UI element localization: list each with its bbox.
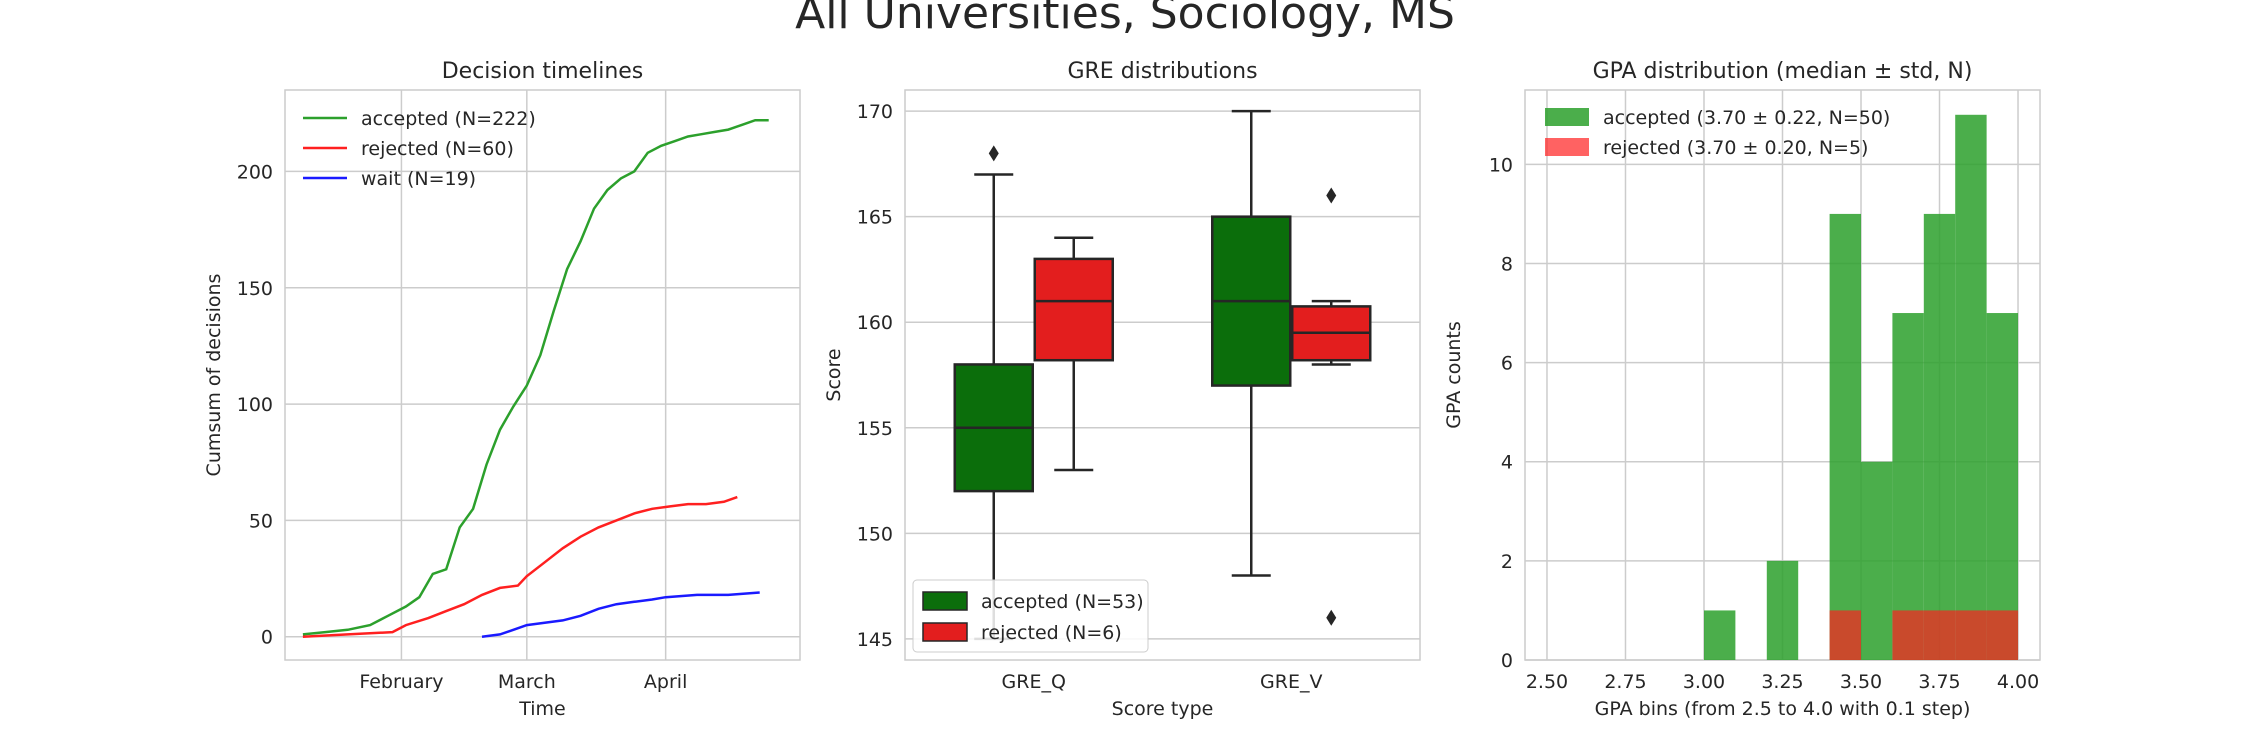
x-axis-label: Score type <box>1112 698 1214 720</box>
y-tick-label: 165 <box>857 207 893 229</box>
chart-title: Decision timelines <box>442 59 644 84</box>
x-tick-label: 3.75 <box>1918 671 1960 693</box>
chart-title: GRE distributions <box>1067 59 1257 84</box>
histogram-bar <box>1923 610 1956 660</box>
x-tick-label: 3.25 <box>1761 671 1803 693</box>
panel-gre-distributions: GRE distributions Score type Score 145 150 15… <box>823 59 1421 720</box>
x-axis-label: GPA bins (from 2.5 to 4.0 with 0.1 step) <box>1595 698 1971 720</box>
histogram-bar <box>1829 213 1862 661</box>
y-tick-label: 155 <box>857 418 893 440</box>
legend-box <box>912 579 1149 653</box>
y-tick-label: 0 <box>261 627 273 649</box>
chart-title: GPA distribution (median ± std, N) <box>1593 59 1973 84</box>
x-tick-label: 2.75 <box>1604 671 1646 693</box>
histogram-bar <box>1892 313 1924 660</box>
series-line <box>302 495 738 638</box>
legend-swatch <box>1545 138 1589 156</box>
panel-gpa-distribution: GPA distribution (median ± std, N) GPA bi… <box>1443 59 2041 720</box>
x-tick-label: April <box>644 671 687 693</box>
y-tick-label: 200 <box>237 161 273 183</box>
outlier-point <box>1326 187 1337 204</box>
y-tick-label: 10 <box>1489 154 1513 176</box>
legend-label: accepted (3.70 ± 0.22, N=50) <box>1603 107 1890 129</box>
y-tick-label: 8 <box>1501 253 1513 275</box>
histogram-bar <box>1703 610 1736 660</box>
y-tick-label: 50 <box>249 510 273 532</box>
outlier-point <box>988 145 999 162</box>
histogram-bar <box>1955 610 1987 660</box>
histogram-bar <box>1923 213 1956 661</box>
histogram-bar <box>1829 610 1862 660</box>
y-tick-label: 100 <box>237 394 273 416</box>
histogram-bar <box>1955 114 1987 661</box>
outlier-point <box>1326 609 1337 626</box>
y-tick-label: 160 <box>857 312 893 334</box>
x-tick-label: 3.00 <box>1683 671 1725 693</box>
y-tick-label: 2 <box>1501 551 1513 573</box>
y-tick-label: 6 <box>1501 353 1513 375</box>
histogram-bar <box>1986 313 2019 660</box>
legend-label: wait (N=19) <box>361 168 476 190</box>
y-tick-label: 4 <box>1501 452 1513 474</box>
panel-decision-timelines: Decision timelines Time Cumsum of decision… <box>203 59 801 720</box>
box <box>1033 257 1114 362</box>
histogram-bar <box>1766 560 1799 660</box>
histogram-bar <box>1892 610 1924 660</box>
legend-label: accepted (N=222) <box>361 108 536 130</box>
y-tick-label: 150 <box>857 523 893 545</box>
x-axis-label: Time <box>518 698 566 720</box>
legend-label: rejected (N=6) <box>981 622 1122 644</box>
y-axis-label: GPA counts <box>1443 321 1465 429</box>
legend-label: rejected (3.70 ± 0.20, N=5) <box>1603 137 1868 159</box>
x-tick-label: GRE_Q <box>1002 671 1066 693</box>
y-axis-label: Score <box>823 348 845 401</box>
x-tick-label: 3.50 <box>1840 671 1882 693</box>
x-tick-label: 2.50 <box>1526 671 1568 693</box>
legend-swatch <box>922 591 968 611</box>
histogram-bar <box>1861 461 1893 660</box>
y-tick-label: 170 <box>857 101 893 123</box>
y-tick-label: 145 <box>857 629 893 651</box>
legend-label: accepted (N=53) <box>981 591 1144 613</box>
legend-swatch <box>922 622 968 642</box>
figure-title: All Universities, Sociology, MS <box>795 0 1455 39</box>
legend-swatch <box>1545 108 1589 126</box>
x-tick-label: GRE_V <box>1260 671 1322 693</box>
series-line <box>481 591 760 638</box>
series-line <box>302 118 769 636</box>
y-axis-label: Cumsum of decisions <box>203 274 225 477</box>
legend-label: rejected (N=60) <box>361 138 514 160</box>
y-tick-label: 0 <box>1501 650 1513 672</box>
x-tick-label: March <box>498 671 556 693</box>
histogram-bar <box>1986 610 2019 660</box>
y-tick-label: 150 <box>237 278 273 300</box>
x-tick-label: February <box>359 671 443 693</box>
x-tick-label: 4.00 <box>1997 671 2039 693</box>
